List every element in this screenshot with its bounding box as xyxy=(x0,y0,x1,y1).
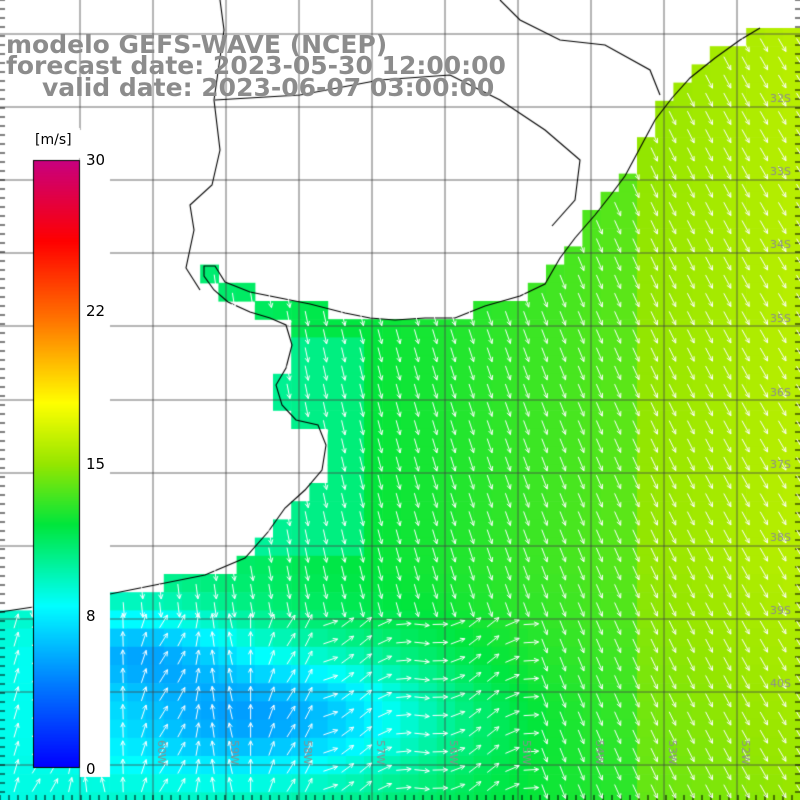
model-title: modelo GEFS-WAVE (NCEP) xyxy=(6,30,388,59)
colorbar-tick-22: 22 xyxy=(86,302,106,320)
colorbar-tick-30: 30 xyxy=(86,151,106,169)
colorbar-tick-0: 0 xyxy=(86,760,96,778)
colorbar-unit: [m/s] xyxy=(35,132,72,148)
forecast-date: forecast date: 2023-05-30 12:00:00 xyxy=(6,51,506,80)
colorbar-tick-8: 8 xyxy=(86,607,96,625)
valid-date: valid date: 2023-06-07 03:00:00 xyxy=(42,73,495,102)
colorbar-tick-15: 15 xyxy=(86,455,106,473)
